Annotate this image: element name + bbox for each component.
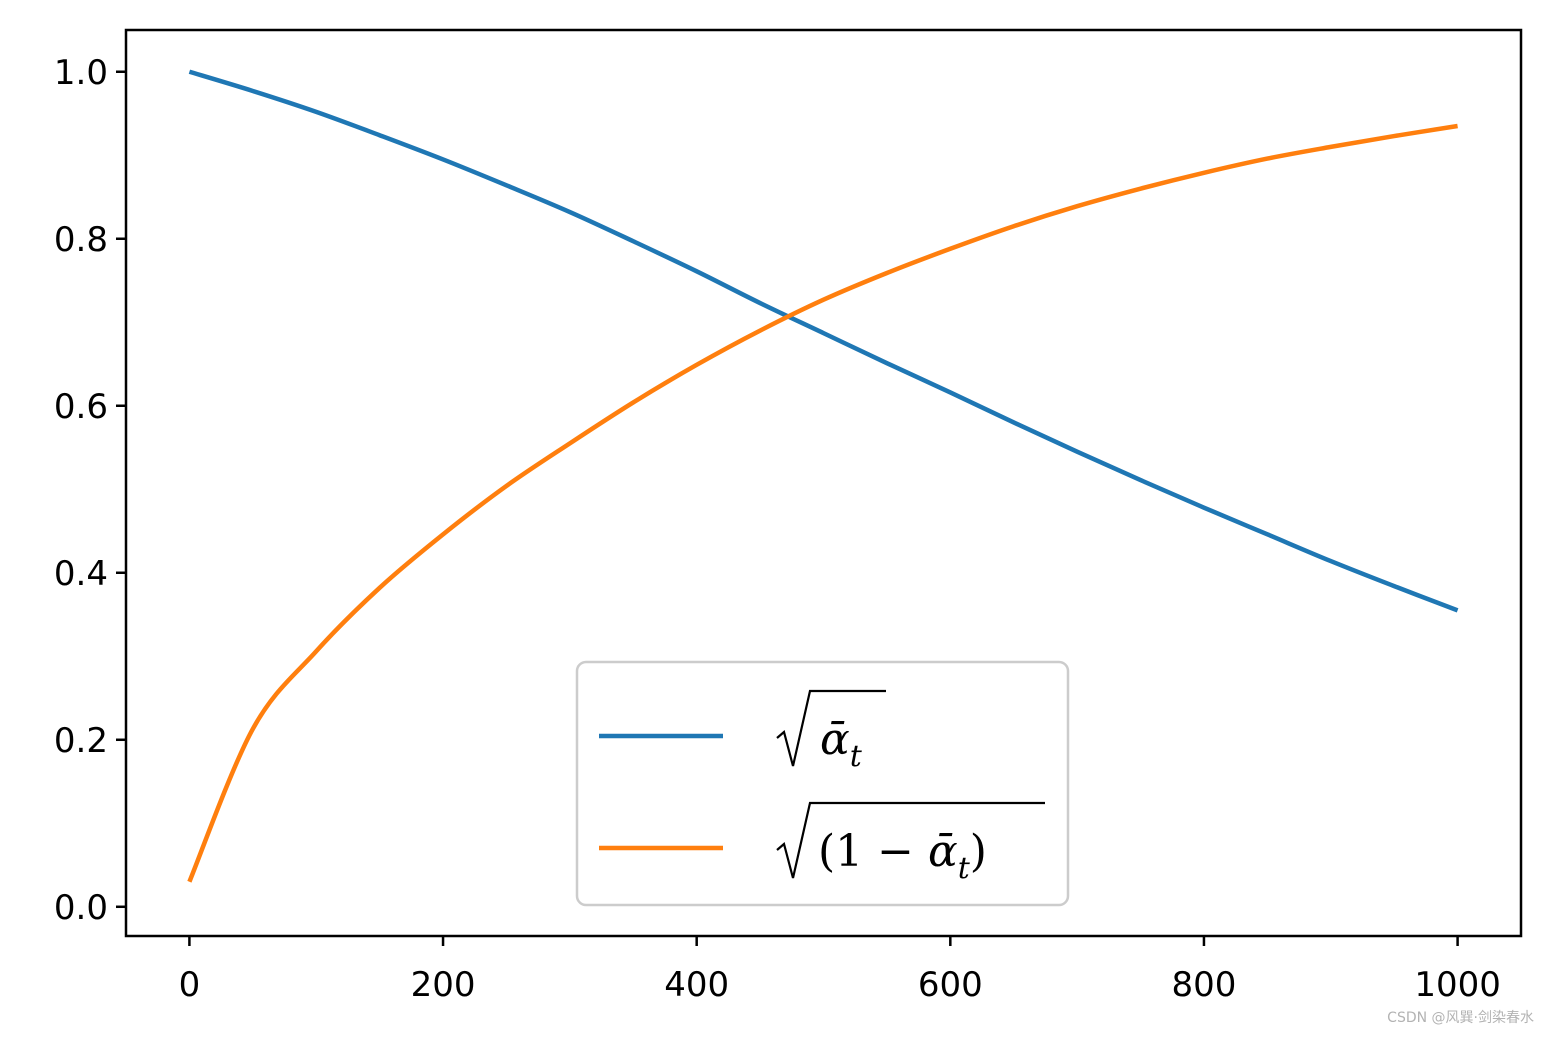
legend-radicand: ᾱ — [820, 714, 850, 765]
svg-text:ᾱt: ᾱt — [820, 714, 863, 774]
x-tick-label: 0 — [179, 965, 201, 1005]
legend-radical-sign — [776, 689, 886, 767]
series-line-0 — [188, 69, 1459, 613]
legend-radicand: ᾱ — [928, 826, 958, 877]
legend: ᾱt (1 − ᾱt) — [575, 660, 1070, 907]
y-tick-label: 0.6 — [54, 387, 108, 427]
legend-frame — [575, 660, 1070, 907]
legend-radical-sign — [776, 801, 1045, 879]
y-axis: 0.0 0.2 0.4 0.6 0.8 1.0 — [54, 53, 126, 928]
series-layer — [187, 69, 1459, 883]
x-axis: 0 200 400 600 800 1000 — [179, 936, 1501, 1005]
y-tick-label: 0.8 — [54, 220, 108, 260]
x-tick-label: 200 — [411, 965, 476, 1005]
legend-open-text: (1 − — [818, 826, 928, 877]
series-line-1 — [187, 123, 1458, 883]
y-tick-label: 0.2 — [54, 721, 108, 761]
legend-subscript: t — [850, 739, 863, 774]
y-tick-label: 1.0 — [54, 53, 108, 93]
x-tick-label: 800 — [1172, 965, 1237, 1005]
legend-entry-sqrt-alpha-bar: ᾱt — [776, 689, 886, 774]
legend-close-text: ) — [970, 826, 987, 877]
y-tick-label: 0.0 — [54, 888, 108, 928]
y-tick-label: 0.4 — [54, 554, 108, 594]
legend-subscript: t — [958, 851, 971, 886]
legend-entry-sqrt-one-minus-alpha-bar: (1 − ᾱt) — [776, 801, 1045, 886]
svg-text:(1 − ᾱt): (1 − ᾱt) — [818, 826, 987, 886]
plot-frame — [124, 28, 1523, 938]
watermark: CSDN @风巽·剑染春水 — [1387, 1010, 1534, 1026]
x-tick-label: 600 — [918, 965, 983, 1005]
x-tick-label: 400 — [664, 965, 729, 1005]
x-tick-label: 1000 — [1414, 965, 1501, 1005]
